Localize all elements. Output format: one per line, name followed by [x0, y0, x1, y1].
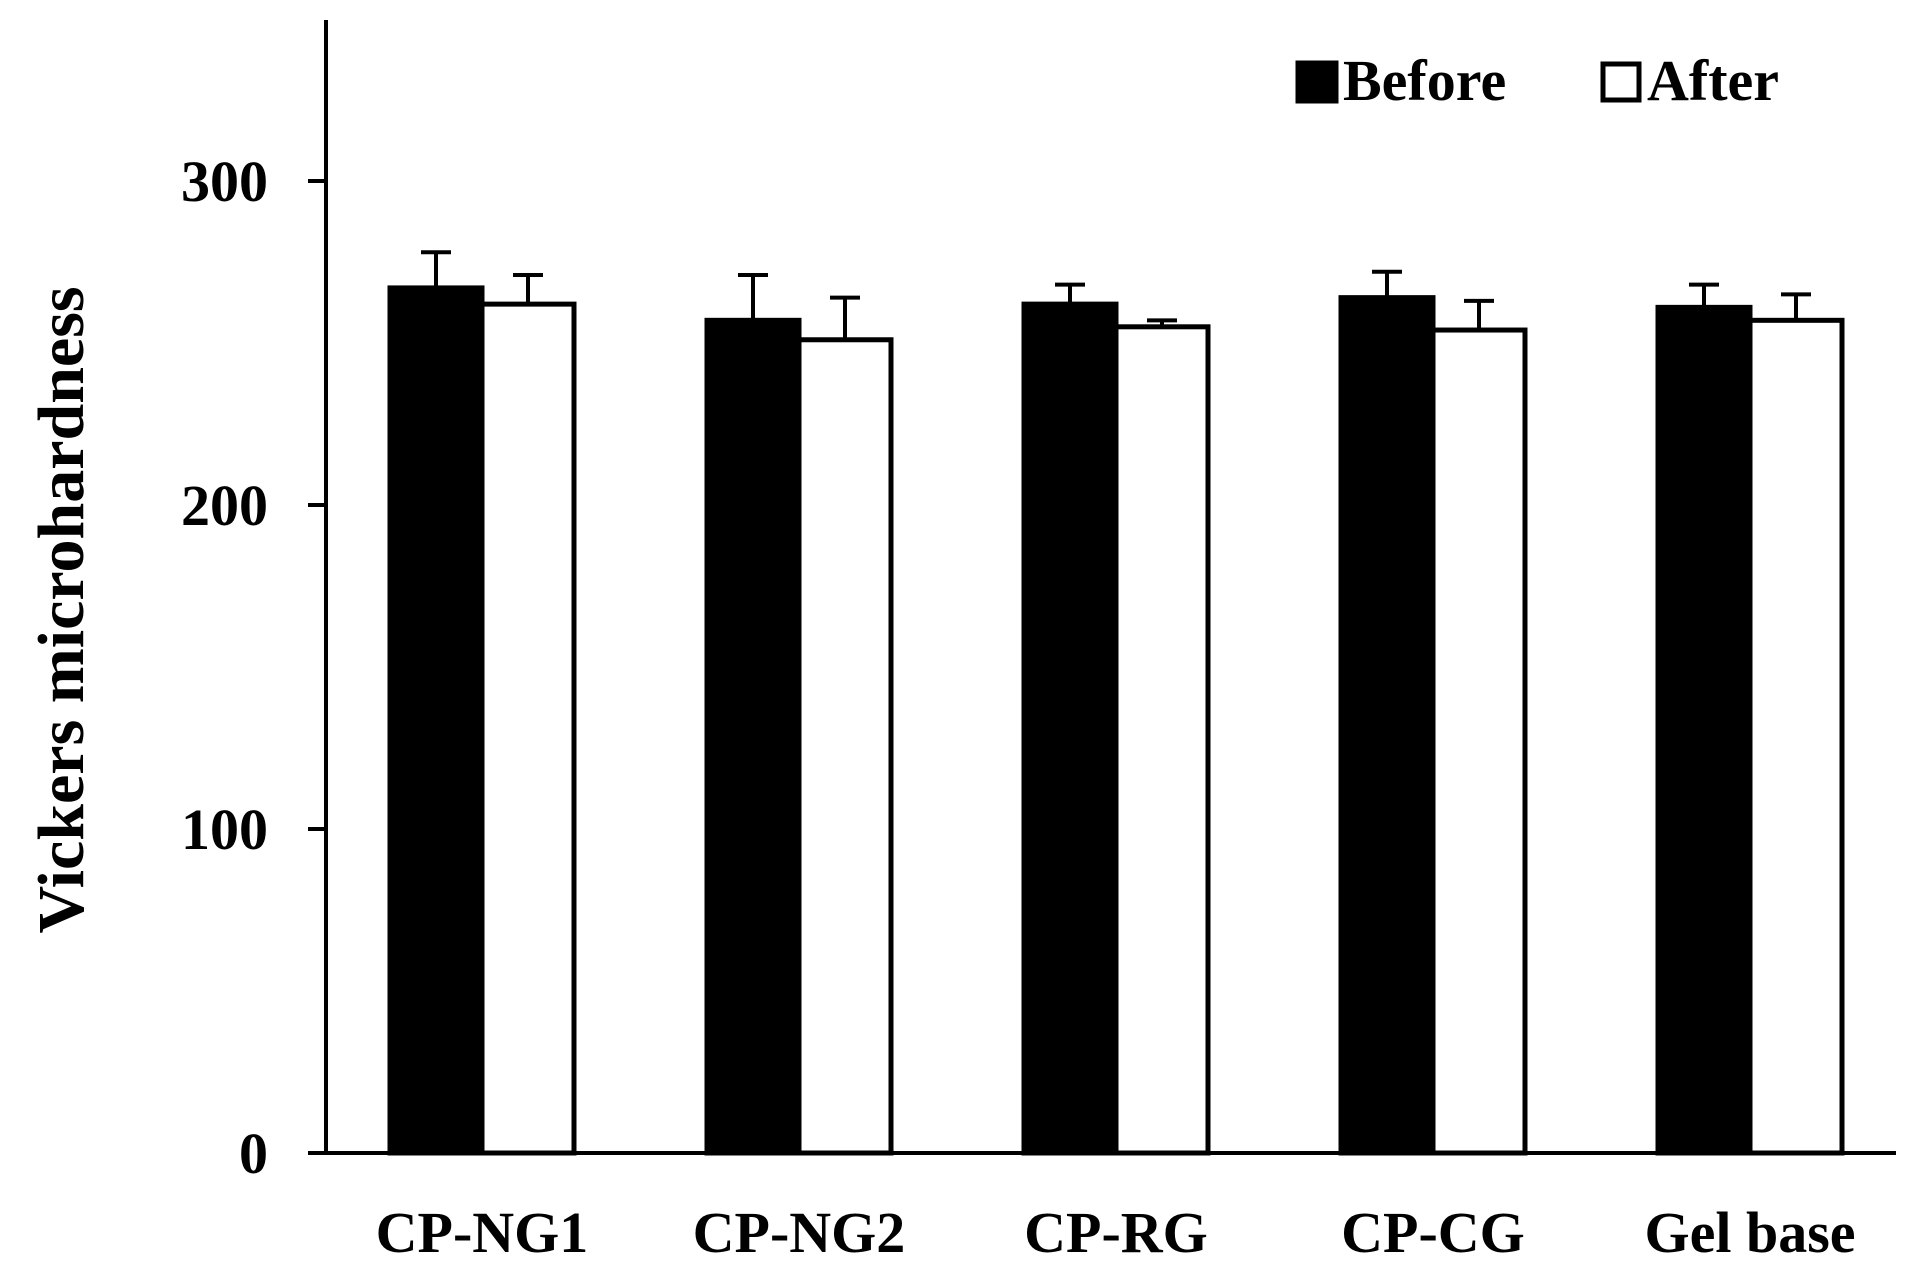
x-category-label-2: CP-RG: [1024, 1200, 1208, 1265]
y-tick-label-2: 200: [181, 473, 268, 538]
y-tick-label-3: 300: [181, 149, 268, 214]
x-category-label-4: Gel base: [1644, 1200, 1855, 1265]
bar-after-4: [1747, 317, 1845, 1156]
legend-label-before: Before: [1343, 48, 1506, 113]
bars-layer: [387, 285, 1845, 1156]
x-category-label-0: CP-NG1: [376, 1200, 589, 1265]
bar-before-1: [704, 317, 802, 1156]
legend-swatch-before: [1295, 60, 1339, 104]
bar-after-0: [479, 301, 577, 1156]
legend-label-after: After: [1647, 48, 1779, 113]
x-categories-layer: CP-NG1 CP-NG2 CP-RG CP-CG Gel base: [376, 1200, 1856, 1265]
bar-before-0: [387, 285, 485, 1156]
bar-after-2: [1113, 324, 1211, 1156]
y-tick-label-0: 0: [239, 1121, 268, 1186]
bar-before-4: [1655, 304, 1753, 1156]
bar-after-1: [796, 337, 894, 1156]
y-ticks-layer: 0 100 200 300: [181, 149, 326, 1186]
y-tick-label-1: 100: [181, 797, 268, 862]
x-category-label-1: CP-NG2: [693, 1200, 906, 1265]
error-bars-layer: [421, 250, 1811, 340]
legend: Before After: [1295, 48, 1779, 113]
bar-before-3: [1338, 295, 1436, 1156]
legend-swatch-after: [1600, 61, 1642, 103]
bar-after-3: [1430, 327, 1528, 1156]
y-axis-title: Vickers microhardness: [25, 286, 98, 933]
bar-before-2: [1021, 301, 1119, 1156]
x-category-label-3: CP-CG: [1341, 1200, 1525, 1265]
